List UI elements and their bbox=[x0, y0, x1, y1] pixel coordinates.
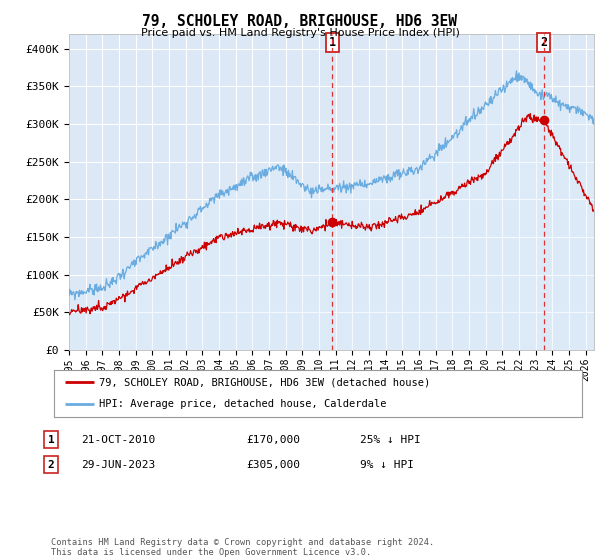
Text: £305,000: £305,000 bbox=[246, 460, 300, 470]
Text: 2: 2 bbox=[47, 460, 55, 470]
Text: 79, SCHOLEY ROAD, BRIGHOUSE, HD6 3EW (detached house): 79, SCHOLEY ROAD, BRIGHOUSE, HD6 3EW (de… bbox=[99, 377, 430, 388]
Text: 79, SCHOLEY ROAD, BRIGHOUSE, HD6 3EW: 79, SCHOLEY ROAD, BRIGHOUSE, HD6 3EW bbox=[143, 14, 458, 29]
Text: Price paid vs. HM Land Registry's House Price Index (HPI): Price paid vs. HM Land Registry's House … bbox=[140, 28, 460, 38]
Text: HPI: Average price, detached house, Calderdale: HPI: Average price, detached house, Cald… bbox=[99, 399, 386, 409]
Text: 1: 1 bbox=[47, 435, 55, 445]
Text: 21-OCT-2010: 21-OCT-2010 bbox=[81, 435, 155, 445]
Text: 25% ↓ HPI: 25% ↓ HPI bbox=[360, 435, 421, 445]
Text: 9% ↓ HPI: 9% ↓ HPI bbox=[360, 460, 414, 470]
Text: 29-JUN-2023: 29-JUN-2023 bbox=[81, 460, 155, 470]
Text: £170,000: £170,000 bbox=[246, 435, 300, 445]
Text: Contains HM Land Registry data © Crown copyright and database right 2024.
This d: Contains HM Land Registry data © Crown c… bbox=[51, 538, 434, 557]
Text: 2: 2 bbox=[540, 36, 547, 49]
Text: 1: 1 bbox=[329, 36, 336, 49]
